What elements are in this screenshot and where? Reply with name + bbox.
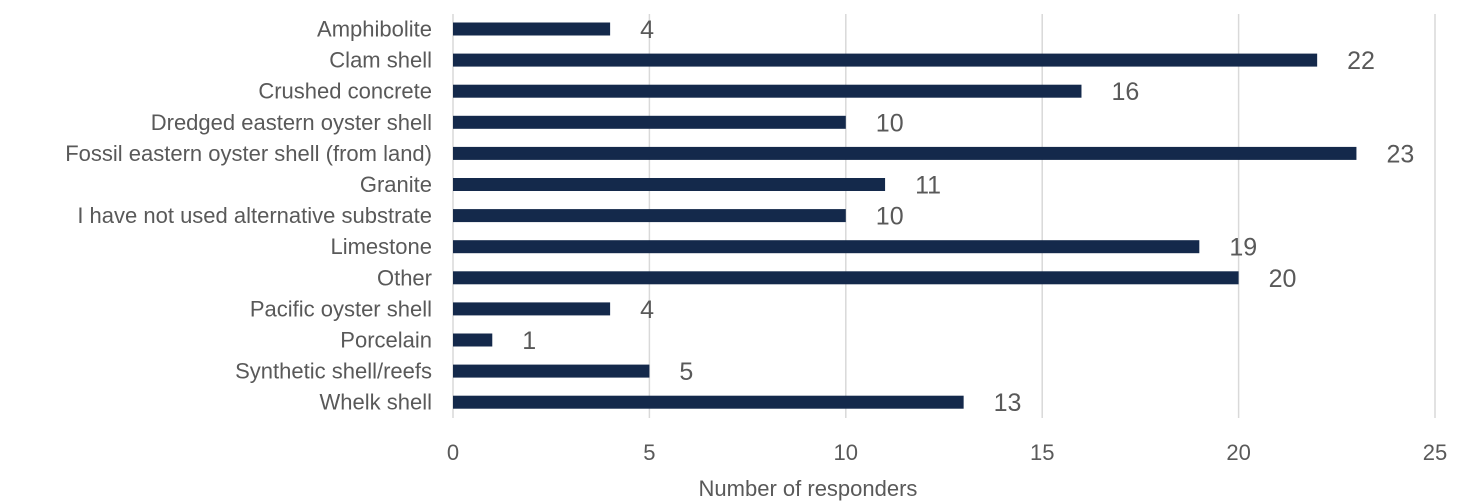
- x-axis-title: Number of responders: [699, 476, 918, 501]
- bar-6: [453, 209, 846, 223]
- category-label-8: Other: [377, 265, 432, 290]
- category-label-10: Porcelain: [340, 328, 432, 353]
- data-label-3: 10: [876, 109, 904, 137]
- bar-11: [453, 364, 650, 378]
- data-label-4: 23: [1386, 140, 1414, 168]
- category-label-5: Granite: [360, 172, 432, 197]
- bar-7: [453, 240, 1200, 254]
- data-label-12: 13: [994, 389, 1022, 417]
- data-label-6: 10: [876, 203, 904, 231]
- bar-10: [453, 333, 493, 347]
- category-label-0: Amphibolite: [317, 17, 432, 42]
- bar-1: [453, 53, 1318, 67]
- category-label-1: Clam shell: [329, 48, 432, 73]
- data-label-8: 20: [1269, 265, 1297, 293]
- category-label-9: Pacific oyster shell: [250, 296, 432, 321]
- data-label-0: 4: [640, 16, 654, 44]
- bar-12: [453, 395, 964, 409]
- x-axis-tick-labels: 0 5 10 15 20 25: [447, 440, 1447, 465]
- x-tick-label-0: 0: [447, 440, 459, 465]
- data-label-11: 5: [679, 358, 693, 386]
- bar-2: [453, 84, 1082, 98]
- category-label-3: Dredged eastern oyster shell: [151, 110, 432, 135]
- bar-5: [453, 178, 886, 191]
- bar-3: [453, 115, 846, 129]
- bar-8: [453, 271, 1239, 285]
- bar-9: [453, 302, 611, 316]
- category-labels: Amphibolite Clam shell Crushed concrete Dre…: [65, 17, 432, 415]
- data-label-5: 11: [915, 172, 941, 200]
- x-tick-label-15: 15: [1030, 440, 1054, 465]
- data-label-7: 19: [1229, 234, 1257, 262]
- x-tick-label-25: 25: [1423, 440, 1447, 465]
- data-label-9: 4: [640, 296, 654, 324]
- bar-4: [453, 146, 1357, 160]
- category-label-4: Fossil eastern oyster shell (from land): [65, 141, 432, 166]
- category-label-11: Synthetic shell/reefs: [235, 359, 432, 384]
- x-tick-label-20: 20: [1226, 440, 1250, 465]
- category-label-6: I have not used alternative substrate: [77, 203, 432, 228]
- x-tick-label-10: 10: [834, 440, 858, 465]
- data-labels: 4 22 16 10 23 11 10 19 20 4 1 5 13: [522, 16, 1414, 417]
- data-label-2: 16: [1111, 78, 1139, 106]
- category-label-12: Whelk shell: [320, 390, 432, 415]
- bars: [453, 22, 1357, 409]
- data-label-1: 22: [1347, 47, 1375, 75]
- x-tick-label-5: 5: [643, 440, 655, 465]
- data-label-10: 1: [522, 327, 536, 355]
- category-label-2: Crushed concrete: [258, 79, 432, 104]
- bar-0: [453, 22, 611, 36]
- category-label-7: Limestone: [330, 234, 432, 259]
